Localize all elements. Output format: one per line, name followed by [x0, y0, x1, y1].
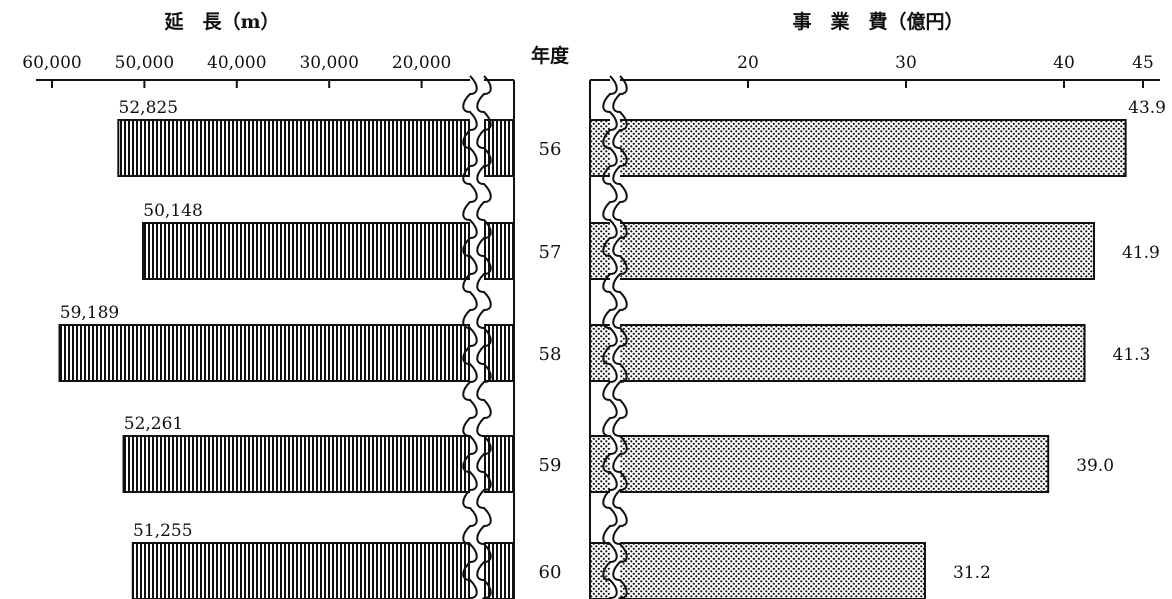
right-value-label: 39.0 — [1076, 456, 1114, 476]
category-labels: 56 57 58 59 60 — [539, 139, 562, 583]
right-bar — [589, 324, 1086, 382]
left-bar — [58, 324, 515, 382]
left-value-label: 51,255 — [133, 521, 192, 541]
left-bar — [122, 435, 515, 493]
right-bar — [589, 435, 1050, 493]
right-break-gap — [610, 76, 620, 599]
left-tick-label: 60,000 — [22, 53, 81, 73]
left-bar — [117, 119, 515, 177]
category-axis-label: 年度 — [531, 44, 570, 67]
right-bars — [589, 119, 1127, 599]
left-bars — [58, 119, 516, 599]
right-value-labels: 43.9 41.9 41.3 39.0 31.2 — [953, 98, 1166, 583]
right-tick-label: 45 — [1132, 53, 1154, 73]
left-value-label: 52,825 — [119, 98, 178, 118]
left-bar — [142, 222, 516, 280]
left-tick-label: 40,000 — [207, 53, 266, 73]
left-break-line — [476, 75, 492, 599]
left-chart-title: 延 長（m） — [163, 10, 279, 33]
left-break-line — [462, 75, 478, 599]
category-label: 58 — [539, 344, 562, 365]
left-tick-label: 30,000 — [299, 53, 358, 73]
left-panel: 延 長（m） 60,000 50,000 40,000 30,000 20,000 52… — [22, 10, 516, 599]
category-label: 59 — [539, 455, 562, 476]
right-axis-break — [602, 75, 628, 599]
right-break-line — [602, 75, 618, 599]
right-tick-label: 40 — [1053, 53, 1075, 73]
category-axis: 年度 56 57 58 59 60 — [531, 44, 570, 583]
left-value-label: 50,148 — [143, 201, 202, 221]
category-label: 60 — [539, 562, 562, 583]
right-value-label: 43.9 — [1128, 98, 1166, 118]
left-tick-label: 20,000 — [392, 53, 451, 73]
right-tick-label: 30 — [895, 53, 917, 73]
right-value-label: 41.3 — [1113, 345, 1151, 365]
left-value-label: 59,189 — [60, 303, 119, 323]
right-chart-title: 事 業 費（億円） — [792, 10, 963, 33]
right-value-label: 31.2 — [953, 563, 991, 583]
left-value-labels: 52,825 50,148 59,189 52,261 51,255 — [60, 98, 203, 541]
category-label: 57 — [539, 242, 562, 263]
right-bar — [589, 119, 1127, 177]
left-tick-label: 50,000 — [115, 53, 174, 73]
right-bar — [589, 542, 926, 599]
right-break-line — [612, 75, 628, 599]
left-axis-ticks: 60,000 50,000 40,000 30,000 20,000 — [22, 53, 451, 88]
right-axis-ticks: 20 30 40 45 — [737, 53, 1154, 88]
left-value-label: 52,261 — [124, 414, 183, 434]
left-axis-break — [462, 75, 492, 599]
left-bar — [131, 542, 515, 599]
right-bar — [589, 222, 1096, 280]
right-tick-label: 20 — [737, 53, 759, 73]
right-panel: 事 業 費（億円） 20 30 40 45 43.9 41.9 41.3 39.0 31.2 — [589, 10, 1166, 599]
right-value-label: 41.9 — [1122, 243, 1160, 263]
category-label: 56 — [539, 139, 562, 160]
